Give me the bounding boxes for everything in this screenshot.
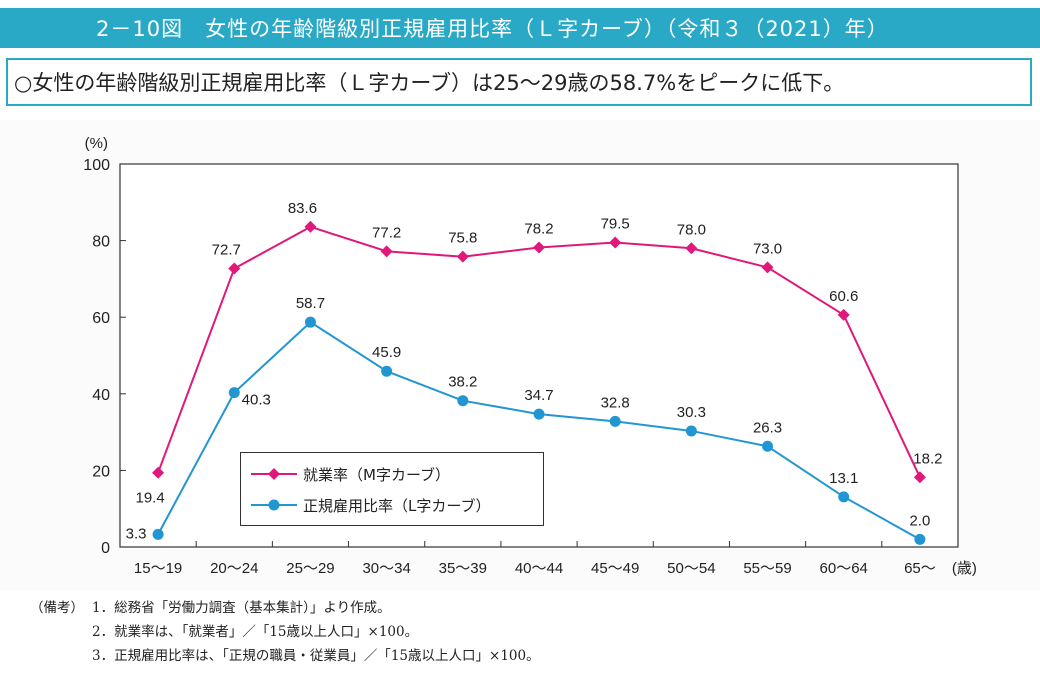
- x-axis-unit: (歳): [952, 560, 977, 577]
- data-label: 78.0: [677, 221, 706, 238]
- data-point-circle: [228, 387, 240, 399]
- note-row-3: 3．正規雇用比率は、「正規の職員・従業員」／「15歳以上人口」×100。: [30, 644, 1030, 668]
- data-label: 19.4: [135, 490, 164, 507]
- data-label: 3.3: [126, 525, 147, 542]
- data-label: 26.3: [753, 419, 782, 436]
- data-point-circle: [762, 440, 774, 452]
- data-label: 60.6: [829, 288, 858, 305]
- data-label: 38.2: [448, 374, 477, 391]
- note-item-1: 1．総務省「労働力調査（基本集計）」より作成。: [92, 600, 391, 616]
- y-tick-label: 100: [83, 157, 110, 174]
- note-row-1: （備考） 1．総務省「労働力調査（基本集計）」より作成。: [30, 596, 1030, 620]
- data-point-diamond: [533, 241, 545, 254]
- data-point-circle: [685, 425, 697, 437]
- data-label: 2.0: [909, 512, 930, 529]
- data-label: 79.5: [601, 216, 630, 233]
- data-point-circle: [457, 395, 469, 407]
- x-tick-label: 25～29: [286, 560, 334, 577]
- x-tick-label: 50～54: [667, 560, 715, 577]
- data-point-circle: [381, 365, 393, 377]
- data-label: 72.7: [212, 242, 241, 259]
- y-tick-label: 0: [101, 540, 110, 557]
- y-axis-label: (%): [85, 135, 108, 152]
- data-point-circle: [609, 415, 621, 427]
- x-tick-label: 40～44: [515, 560, 563, 577]
- notes: （備考） 1．総務省「労働力調査（基本集計）」より作成。 2．就業率は、「就業者…: [30, 596, 1030, 668]
- y-tick-label: 40: [92, 387, 110, 404]
- data-point-diamond: [456, 250, 469, 263]
- x-tick-label: 35～39: [439, 560, 487, 577]
- legend-item-employment: 就業率（M字カーブ）: [251, 462, 450, 486]
- figure-title: 2－10図 女性の年齢階級別正規雇用比率（Ｌ字カーブ）（令和３（2021）年）: [96, 17, 889, 41]
- x-tick-label: 30～34: [362, 560, 410, 577]
- data-label: 83.6: [288, 200, 317, 217]
- data-point-diamond: [685, 242, 698, 255]
- data-point-circle: [838, 491, 850, 503]
- summary-box: ○女性の年齢階級別正規雇用比率（Ｌ字カーブ）は25～29歳の58.7%をピークに…: [6, 58, 1032, 106]
- notes-prefix: （備考）: [30, 600, 84, 616]
- note-item-3: 3．正規雇用比率は、「正規の職員・従業員」／「15歳以上人口」×100。: [92, 648, 540, 664]
- data-point-diamond: [228, 262, 241, 275]
- legend-marker-circle: [251, 499, 297, 511]
- x-tick-label: 45～49: [591, 560, 639, 577]
- data-point-circle: [152, 528, 164, 540]
- data-point-circle: [914, 533, 926, 545]
- data-point-diamond: [761, 261, 774, 274]
- data-point-diamond: [380, 245, 393, 258]
- chart-area: 0 20 40 60 80 100 (%) 15～19 20～24 25～29 30～34 35～39…: [0, 120, 1040, 590]
- note-row-2: 2．就業率は、「就業者」／「15歳以上人口」×100。: [30, 620, 1030, 644]
- y-tick-label: 20: [92, 463, 110, 480]
- data-point-circle: [304, 316, 316, 328]
- data-label: 32.8: [601, 394, 630, 411]
- data-label: 75.8: [448, 230, 477, 247]
- x-tick-label: 55～59: [743, 560, 791, 577]
- data-point-diamond: [913, 471, 926, 484]
- data-label: 40.3: [242, 392, 271, 409]
- data-point-diamond: [609, 236, 622, 249]
- x-tick-label: 60～64: [820, 560, 868, 577]
- data-label: 45.9: [372, 344, 401, 361]
- y-tick-label: 80: [92, 234, 110, 251]
- data-label: 58.7: [296, 295, 325, 312]
- x-tick-label: 15～19: [134, 560, 182, 577]
- y-tick-label: 60: [92, 310, 110, 327]
- data-label: 13.1: [829, 470, 858, 487]
- data-point-diamond: [304, 220, 317, 233]
- legend-marker-diamond: [251, 468, 297, 480]
- figure-title-bar: 2－10図 女性の年齢階級別正規雇用比率（Ｌ字カーブ）（令和３（2021）年）: [0, 8, 1040, 48]
- data-label: 73.0: [753, 240, 782, 257]
- data-label: 77.2: [372, 224, 401, 241]
- summary-text: ○女性の年齢階級別正規雇用比率（Ｌ字カーブ）は25～29歳の58.7%をピークに…: [14, 71, 845, 95]
- data-label: 78.2: [524, 220, 553, 237]
- legend-label-regular: 正規雇用比率（L字カーブ）: [303, 496, 491, 515]
- data-label: 18.2: [913, 450, 942, 467]
- data-point-diamond: [837, 308, 850, 321]
- data-point-diamond: [152, 466, 165, 479]
- data-point-circle: [533, 408, 545, 420]
- chart-legend: 就業率（M字カーブ） 正規雇用比率（L字カーブ）: [240, 452, 544, 526]
- legend-item-regular: 正規雇用比率（L字カーブ）: [251, 493, 490, 517]
- note-item-2: 2．就業率は、「就業者」／「15歳以上人口」×100。: [92, 624, 419, 640]
- x-tick-label: 65～: [904, 560, 936, 577]
- legend-label-employment: 就業率（M字カーブ）: [303, 465, 451, 484]
- data-label: 30.3: [677, 404, 706, 421]
- data-label: 34.7: [524, 387, 553, 404]
- x-tick-label: 20～24: [210, 560, 258, 577]
